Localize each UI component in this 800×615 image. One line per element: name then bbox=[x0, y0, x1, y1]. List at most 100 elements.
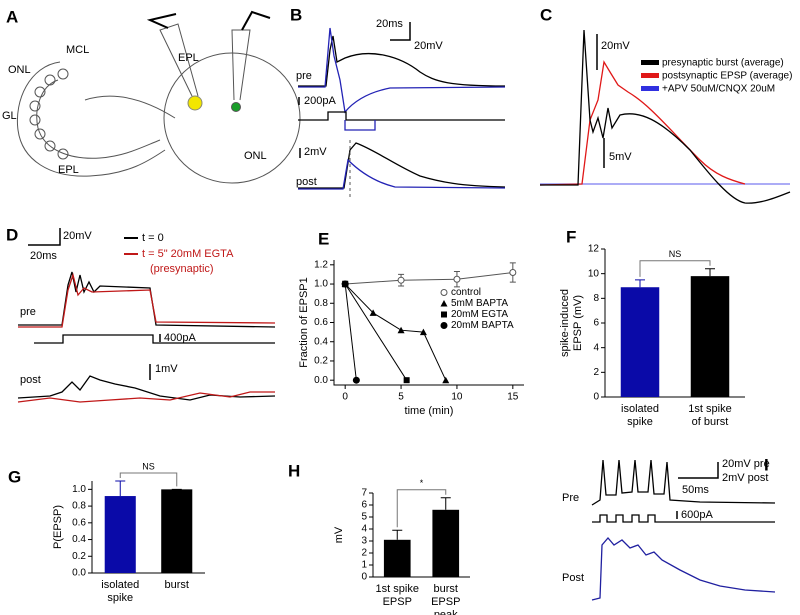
pipette bbox=[159, 23, 199, 97]
x-tick-label: 0 bbox=[342, 392, 348, 403]
panel-c: C 20mV 5mV presynaptic burst (average) p… bbox=[539, 5, 792, 204]
y-axis-label: spike-inducedEPSP (mV) bbox=[559, 289, 584, 357]
panel-label: A bbox=[6, 7, 18, 26]
x-tick-label: 15 bbox=[507, 392, 519, 403]
label: 2mV bbox=[304, 146, 327, 158]
label: 5mV bbox=[609, 151, 632, 163]
y-tick-label: 1.0 bbox=[72, 484, 86, 495]
series-line bbox=[345, 272, 513, 285]
mcl-line bbox=[84, 95, 176, 119]
panel-label: E bbox=[318, 229, 329, 248]
label: 2mV post bbox=[722, 472, 768, 484]
trace-pre bbox=[298, 35, 506, 87]
label: MCL bbox=[66, 44, 89, 56]
label: EPL bbox=[58, 164, 79, 176]
y-tick-label: 2 bbox=[361, 548, 367, 559]
legend-swatch bbox=[641, 86, 659, 91]
legend-label: 20mM BAPTA bbox=[451, 320, 514, 331]
pipette-arrow bbox=[146, 13, 177, 29]
legend-label: +APV 50uM/CNQX 20uM bbox=[662, 84, 775, 95]
marker bbox=[442, 376, 450, 384]
trace-post bbox=[17, 375, 276, 401]
bulb-inner bbox=[36, 79, 161, 159]
trace-post bbox=[591, 537, 776, 601]
postsynaptic-cell bbox=[231, 102, 241, 112]
scale-bar bbox=[678, 462, 719, 479]
panel-label: D bbox=[6, 225, 18, 244]
legend-label: control bbox=[451, 287, 481, 298]
bar bbox=[690, 276, 730, 397]
panel-i: I 20mV pre 2mV post 50ms Pre 600pA Post bbox=[562, 455, 776, 601]
y-tick-label: 1.0 bbox=[314, 279, 328, 290]
trace-pre bbox=[18, 272, 276, 328]
label: 20mV pre bbox=[722, 458, 770, 470]
marker bbox=[419, 328, 427, 336]
label: pre bbox=[20, 306, 36, 318]
y-axis-label: Fraction of EPSP1 bbox=[298, 277, 310, 368]
y-tick-label: 0.4 bbox=[314, 336, 328, 347]
panel-b: B 20ms 20mV pre 200pA 2mV post bbox=[290, 5, 506, 200]
trace-current bbox=[34, 334, 275, 344]
label: 20mV bbox=[63, 230, 92, 242]
significance-bracket bbox=[396, 489, 447, 528]
y-tick-label: 0 bbox=[593, 392, 599, 403]
y-axis-label: P(EPSP) bbox=[52, 505, 64, 549]
y-tick-label: 7 bbox=[361, 488, 367, 499]
label: 50ms bbox=[682, 484, 709, 496]
marker bbox=[509, 269, 517, 276]
x-tick-label: burst bbox=[165, 579, 189, 591]
label: ONL bbox=[244, 150, 267, 162]
panel-label: C bbox=[540, 5, 552, 24]
y-tick-label: 6 bbox=[361, 500, 367, 511]
trace-pre bbox=[298, 27, 506, 114]
x-axis-label: time (min) bbox=[405, 405, 454, 417]
legend-marker bbox=[441, 311, 447, 318]
legend-label: 20mM EGTA bbox=[451, 309, 508, 320]
glomeruli bbox=[29, 68, 69, 160]
legend-swatch bbox=[641, 60, 659, 65]
legend-label: postsynaptic EPSP (average) bbox=[662, 71, 792, 82]
legend-marker bbox=[440, 289, 448, 296]
y-tick-label: 8 bbox=[593, 293, 599, 304]
bar bbox=[432, 509, 460, 577]
x-tick-label: burst EPSP peak bbox=[431, 583, 460, 615]
y-tick-label: 4 bbox=[361, 524, 367, 535]
annotation: NS bbox=[142, 461, 155, 471]
x-tick-label: 10 bbox=[451, 392, 463, 403]
x-tick-label: isolated spike bbox=[621, 403, 659, 428]
x-tick-label: 1st spike EPSP bbox=[376, 583, 419, 608]
label: Pre bbox=[562, 492, 579, 504]
bar bbox=[620, 287, 660, 397]
marker bbox=[369, 309, 377, 316]
significance-bracket bbox=[639, 260, 711, 277]
trace-post bbox=[298, 142, 506, 189]
label: post bbox=[20, 374, 41, 386]
label: 20mV bbox=[414, 40, 443, 52]
label: 20mV bbox=[601, 40, 630, 52]
label: GL bbox=[2, 110, 17, 122]
y-tick-label: 0.6 bbox=[314, 317, 328, 328]
pipette bbox=[231, 29, 251, 101]
legend-label: presynaptic burst (average) bbox=[662, 58, 784, 69]
error-bar bbox=[705, 268, 715, 277]
bar bbox=[161, 489, 193, 573]
trace-presynaptic bbox=[540, 29, 791, 204]
trace-postsynaptic bbox=[539, 60, 746, 186]
label: 20ms bbox=[376, 18, 403, 30]
error-bar bbox=[392, 529, 403, 540]
y-tick-label: 0.8 bbox=[314, 298, 328, 309]
label: pre bbox=[296, 70, 312, 82]
x-tick-label: isolated spike bbox=[101, 579, 139, 604]
label: 20ms bbox=[30, 250, 57, 262]
panel-a: A ONL MCL EPL GL EPL ONL bbox=[2, 7, 301, 184]
label: 200pA bbox=[304, 95, 336, 107]
legend-label: 5mM BAPTA bbox=[451, 298, 508, 309]
y-tick-label: 0.0 bbox=[72, 568, 86, 579]
y-tick-label: 2 bbox=[593, 367, 599, 378]
y-tick-label: 0.2 bbox=[314, 356, 328, 367]
trace-pre bbox=[591, 459, 776, 506]
panel-label: G bbox=[8, 467, 21, 486]
panel-label: F bbox=[566, 227, 576, 246]
y-tick-label: 1 bbox=[361, 560, 367, 571]
